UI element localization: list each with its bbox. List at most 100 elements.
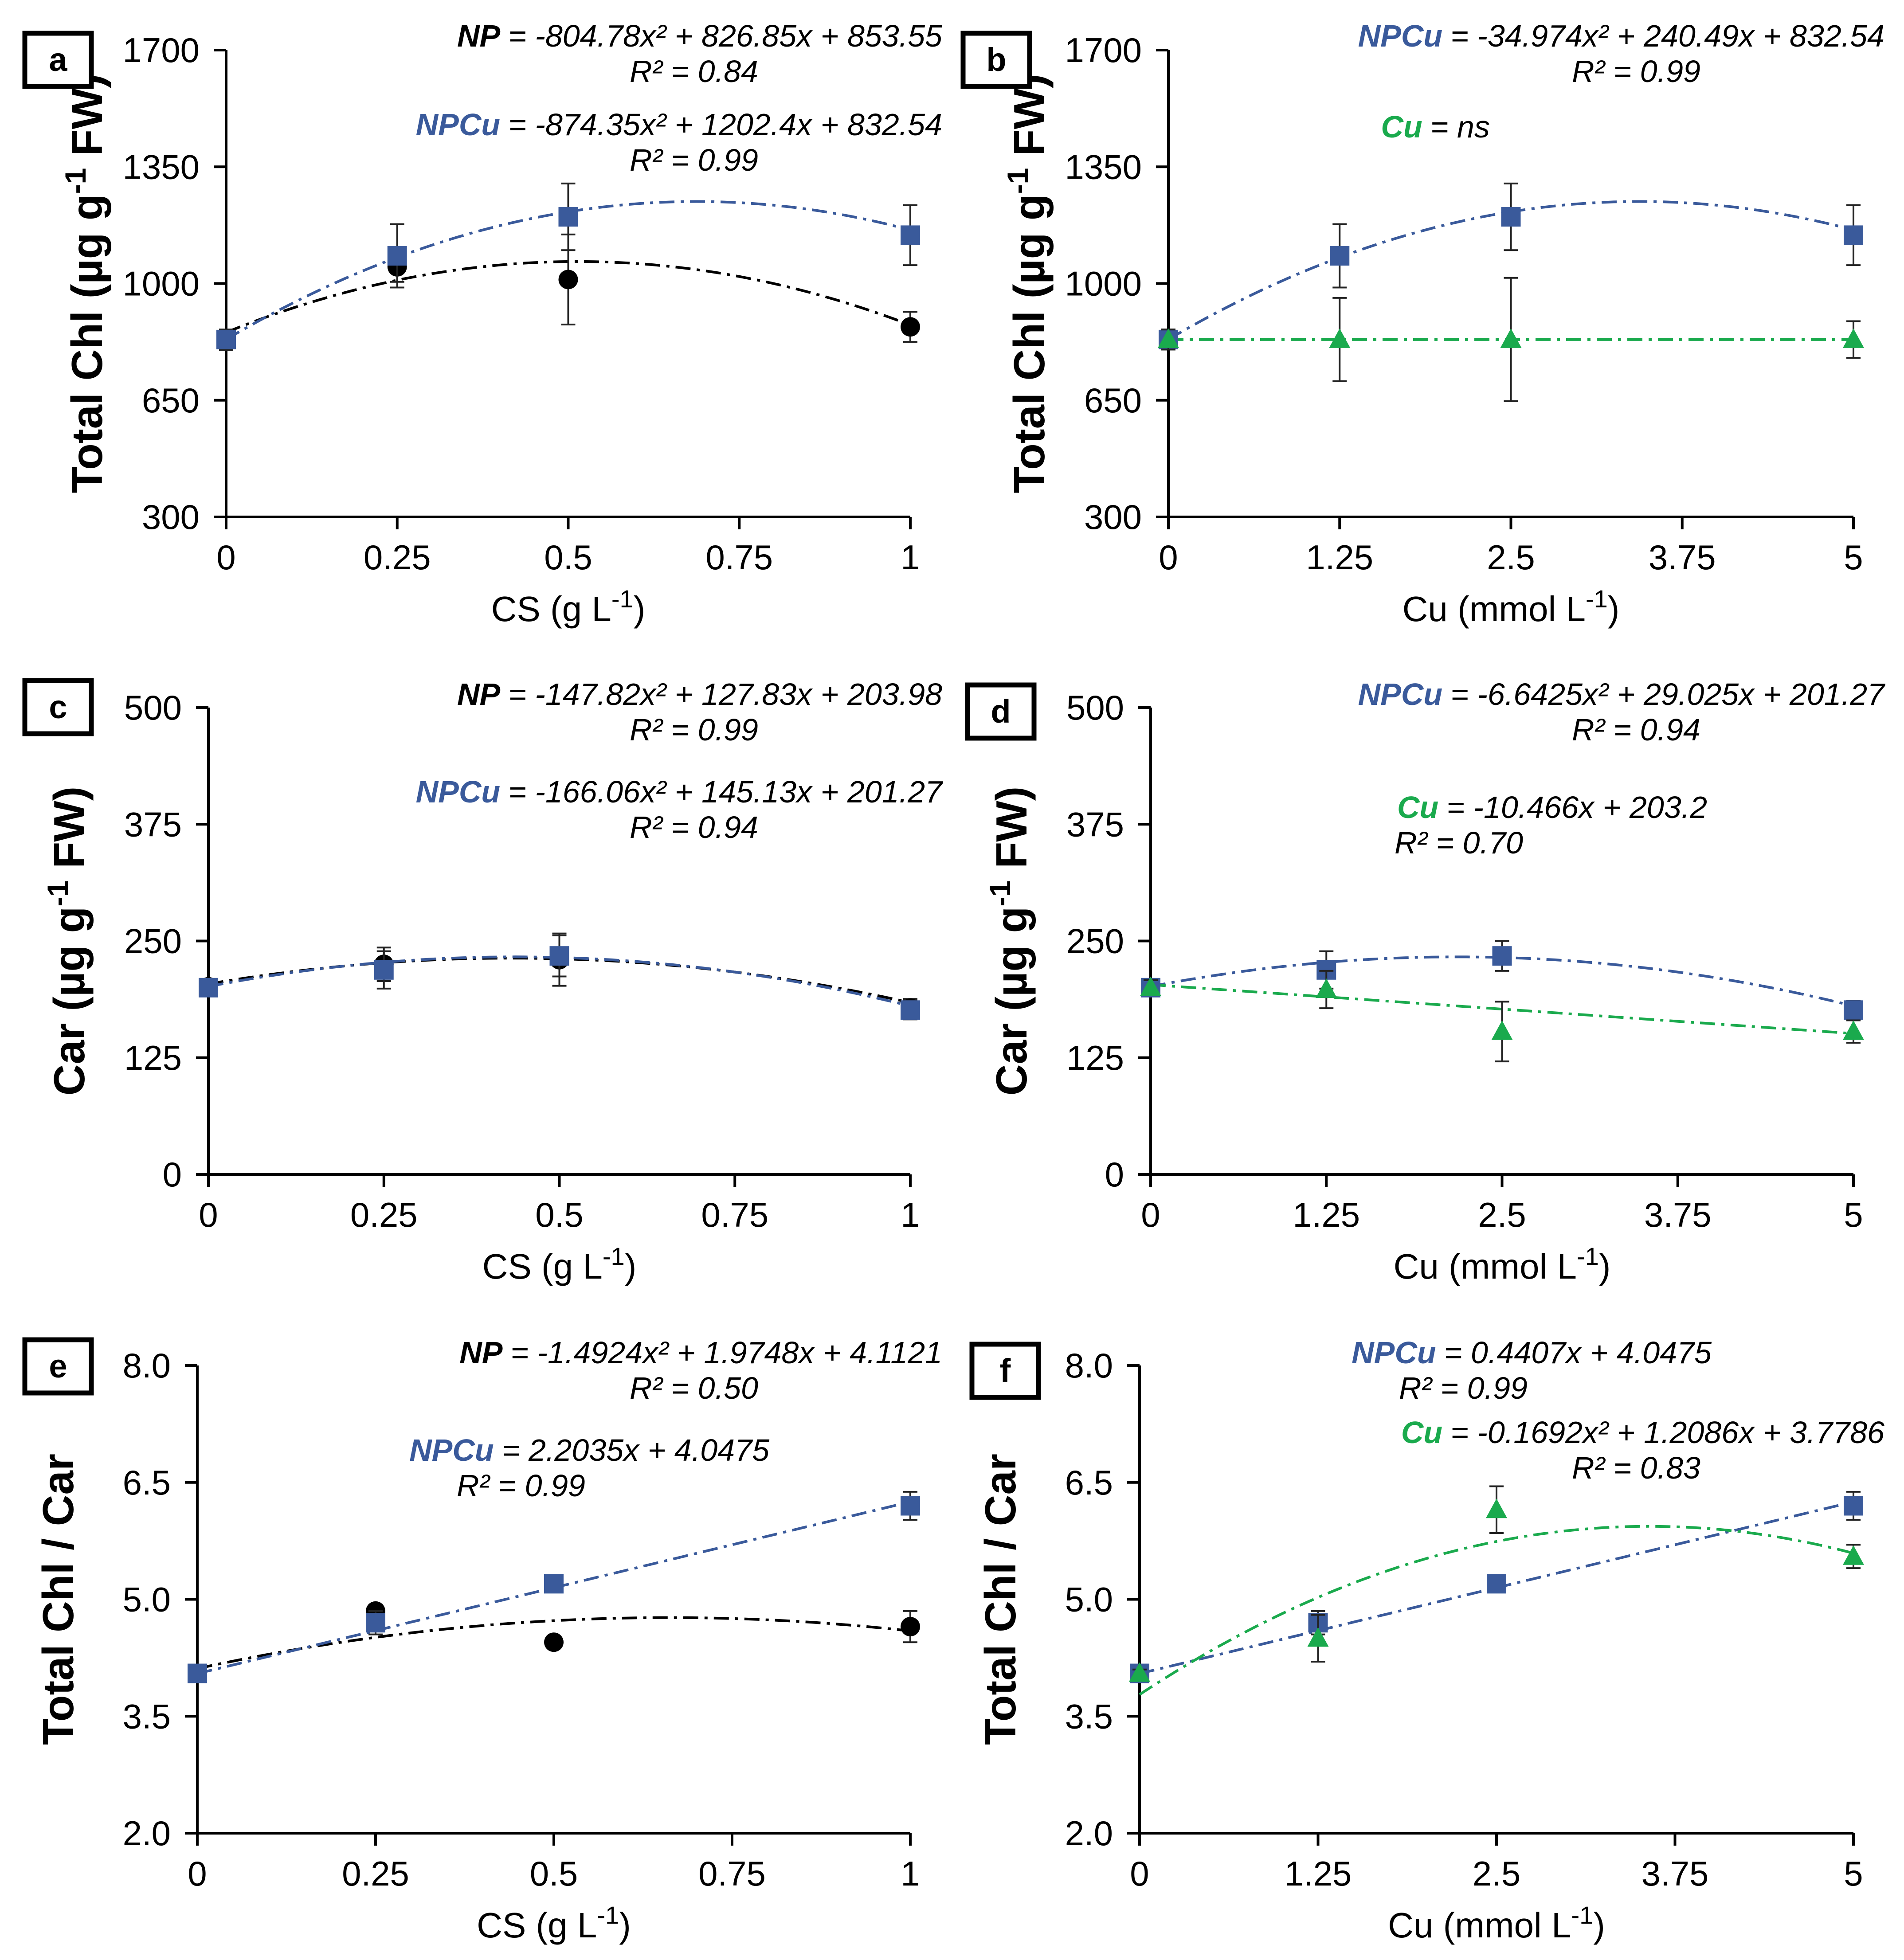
equation-r-squared: R² = 0.94 xyxy=(630,810,758,845)
y-axis-label: Car (µg g-1 FW) xyxy=(983,786,1036,1096)
x-tick-label: 5 xyxy=(1844,1195,1863,1234)
y-tick-label: 8.0 xyxy=(1065,1346,1113,1385)
y-tick-label: 375 xyxy=(1066,805,1124,844)
equation-r-squared: R² = 0.83 xyxy=(1572,1451,1700,1485)
data-point-cu xyxy=(1843,1020,1864,1040)
panel-a: 300 650 1000 1350 1700 0 0.25 0.5 0.75 1 CS (g L-1… xyxy=(22,19,943,629)
x-tick-label: 1.25 xyxy=(1306,538,1373,577)
equation-npcu: NPCu = -34.974x² + 240.49x + 832.54 xyxy=(1358,19,1884,53)
x-tick-label: 2.5 xyxy=(1487,538,1535,577)
trendline-npcu xyxy=(208,955,911,1008)
panel-e: 2.0 3.5 5.0 6.5 8.0 0 0.25 0.5 0.75 1 CS (g L-1) To… xyxy=(22,1335,942,1945)
equation-r-squared: R² = 0.99 xyxy=(630,712,758,747)
equation-formula: = -804.78x² + 826.85x + 853.55 xyxy=(508,19,943,53)
equation-series-name: NPCu xyxy=(416,775,501,809)
equation-formula: = -147.82x² + 127.83x + 203.98 xyxy=(508,677,942,712)
y-tick-label: 125 xyxy=(1066,1038,1124,1077)
data-point-cu xyxy=(1329,328,1351,348)
x-tick-label: 0 xyxy=(1159,538,1178,577)
equation-series-name: NPCu xyxy=(1358,677,1443,712)
y-tick-label: 125 xyxy=(124,1038,182,1077)
panel-c: 0 125 250 375 500 0 0.25 0.5 0.75 1 CS (g L-1) Car … xyxy=(22,677,944,1286)
x-tick-label: 0 xyxy=(199,1195,218,1234)
panel-label: e xyxy=(49,1348,67,1385)
y-tick-label: 250 xyxy=(124,922,182,961)
x-tick-label: 3.75 xyxy=(1642,1854,1709,1893)
y-tick-label: 0 xyxy=(1105,1155,1124,1194)
x-tick-label: 0 xyxy=(1141,1195,1160,1234)
x-tick-label: 0 xyxy=(1130,1854,1149,1893)
x-axis-label: Cu (mmol L-1) xyxy=(1403,585,1620,629)
equation-npcu: NPCu = 0.4407x + 4.0475 xyxy=(1352,1335,1712,1370)
panel-label: f xyxy=(1000,1352,1011,1389)
x-tick-label: 1 xyxy=(901,1854,920,1893)
equation-formula: = -874.35x² + 1202.4x + 832.54 xyxy=(508,107,942,142)
trendline-np xyxy=(197,1616,911,1670)
x-tick-label: 0.25 xyxy=(342,1854,409,1893)
trendline-npcu xyxy=(1139,1500,1854,1675)
y-tick-label: 300 xyxy=(1084,497,1142,536)
equation-series-name: NP xyxy=(457,19,501,53)
y-tick-label: 300 xyxy=(142,497,200,536)
equation-np: NP = -147.82x² + 127.83x + 203.98 xyxy=(457,677,942,712)
equation-cu: Cu = -0.1692x² + 1.2086x + 3.7786 xyxy=(1401,1415,1884,1450)
x-tick-label: 0.25 xyxy=(364,538,431,577)
panel-b: 300 650 1000 1350 1700 0 1.25 2.5 3.75 5 Cu (mmol … xyxy=(960,19,1884,629)
panel-label: a xyxy=(49,41,67,78)
y-tick-label: 0 xyxy=(163,1155,182,1194)
data-point-cu xyxy=(1158,328,1179,348)
y-tick-label: 6.5 xyxy=(1065,1463,1113,1502)
equation-series-name: Cu xyxy=(1397,790,1438,825)
data-point-npcu xyxy=(1844,1000,1863,1020)
data-point-cu xyxy=(1843,1545,1864,1565)
y-tick-label: 375 xyxy=(124,805,182,844)
x-axis-label: CS (g L-1) xyxy=(491,585,646,629)
x-tick-label: 1 xyxy=(901,1195,920,1234)
x-axis-label: CS (g L-1) xyxy=(477,1901,631,1945)
y-tick-label: 5.0 xyxy=(123,1580,171,1619)
data-point-cu xyxy=(1843,328,1864,348)
x-axis-label: Cu (mmol L-1) xyxy=(1388,1901,1605,1945)
panel-label-box xyxy=(960,31,1032,89)
panel-f: 2.0 3.5 5.0 6.5 8.0 0 1.25 2.5 3.75 5 Cu (mmol L-1… xyxy=(969,1335,1884,1945)
x-tick-label: 0.5 xyxy=(535,1195,583,1234)
data-point-cu xyxy=(1129,1662,1150,1682)
equation-series-name: NPCu xyxy=(1352,1335,1436,1370)
y-axis-label: Total Chl / Car xyxy=(34,1454,82,1745)
equation-cu: Cu = -10.466x + 203.2 xyxy=(1397,790,1707,825)
y-tick-label: 1350 xyxy=(1065,147,1142,186)
equation-npcu: NPCu = 2.2035x + 4.0475 xyxy=(409,1433,770,1467)
trendline-cu xyxy=(1139,1525,1854,1696)
panel-d: 0 125 250 375 500 0 1.25 2.5 3.75 5 Cu (mmol L-1) C… xyxy=(965,677,1886,1287)
equation-r-squared: R² = 0.84 xyxy=(630,54,758,89)
equation-r-squared: R² = 0.50 xyxy=(630,1371,758,1405)
x-tick-label: 1 xyxy=(901,538,920,577)
x-axis-label: Cu (mmol L-1) xyxy=(1394,1242,1611,1287)
x-tick-label: 2.5 xyxy=(1478,1195,1526,1234)
x-tick-label: 3.75 xyxy=(1644,1195,1712,1234)
data-point-npcu xyxy=(1330,246,1350,266)
data-point-npcu xyxy=(1844,225,1863,245)
data-point-npcu xyxy=(901,1496,920,1516)
equation-r-squared: R² = 0.70 xyxy=(1395,825,1523,860)
panel-label: d xyxy=(991,693,1011,730)
equation-series-name: NP xyxy=(459,1335,503,1370)
panel-label-box xyxy=(969,1342,1041,1400)
y-tick-label: 8.0 xyxy=(123,1346,171,1385)
data-point-cu xyxy=(1316,978,1337,998)
equation-npcu: NPCu = -6.6425x² + 29.025x + 201.27 xyxy=(1358,677,1886,712)
y-tick-label: 2.0 xyxy=(1065,1814,1113,1853)
equation-formula: = -166.06x² + 145.13x + 201.27 xyxy=(508,775,944,809)
y-tick-label: 650 xyxy=(1084,381,1142,420)
equation-formula: = 2.2035x + 4.0475 xyxy=(502,1433,770,1467)
y-axis-label: Total Chl / Car xyxy=(976,1454,1025,1745)
data-point-npcu xyxy=(188,1663,207,1683)
x-tick-label: 0.75 xyxy=(705,538,773,577)
y-axis-label: Car (µg g-1 FW) xyxy=(41,786,94,1096)
panel-label-box xyxy=(22,1337,94,1396)
equation-r-squared: R² = 0.99 xyxy=(1399,1371,1528,1405)
equation-r-squared: R² = 0.99 xyxy=(1572,54,1700,89)
x-tick-label: 0.75 xyxy=(701,1195,768,1234)
equation-series-name: NPCu xyxy=(416,107,501,142)
equation-formula: = -10.466x + 203.2 xyxy=(1446,790,1707,825)
